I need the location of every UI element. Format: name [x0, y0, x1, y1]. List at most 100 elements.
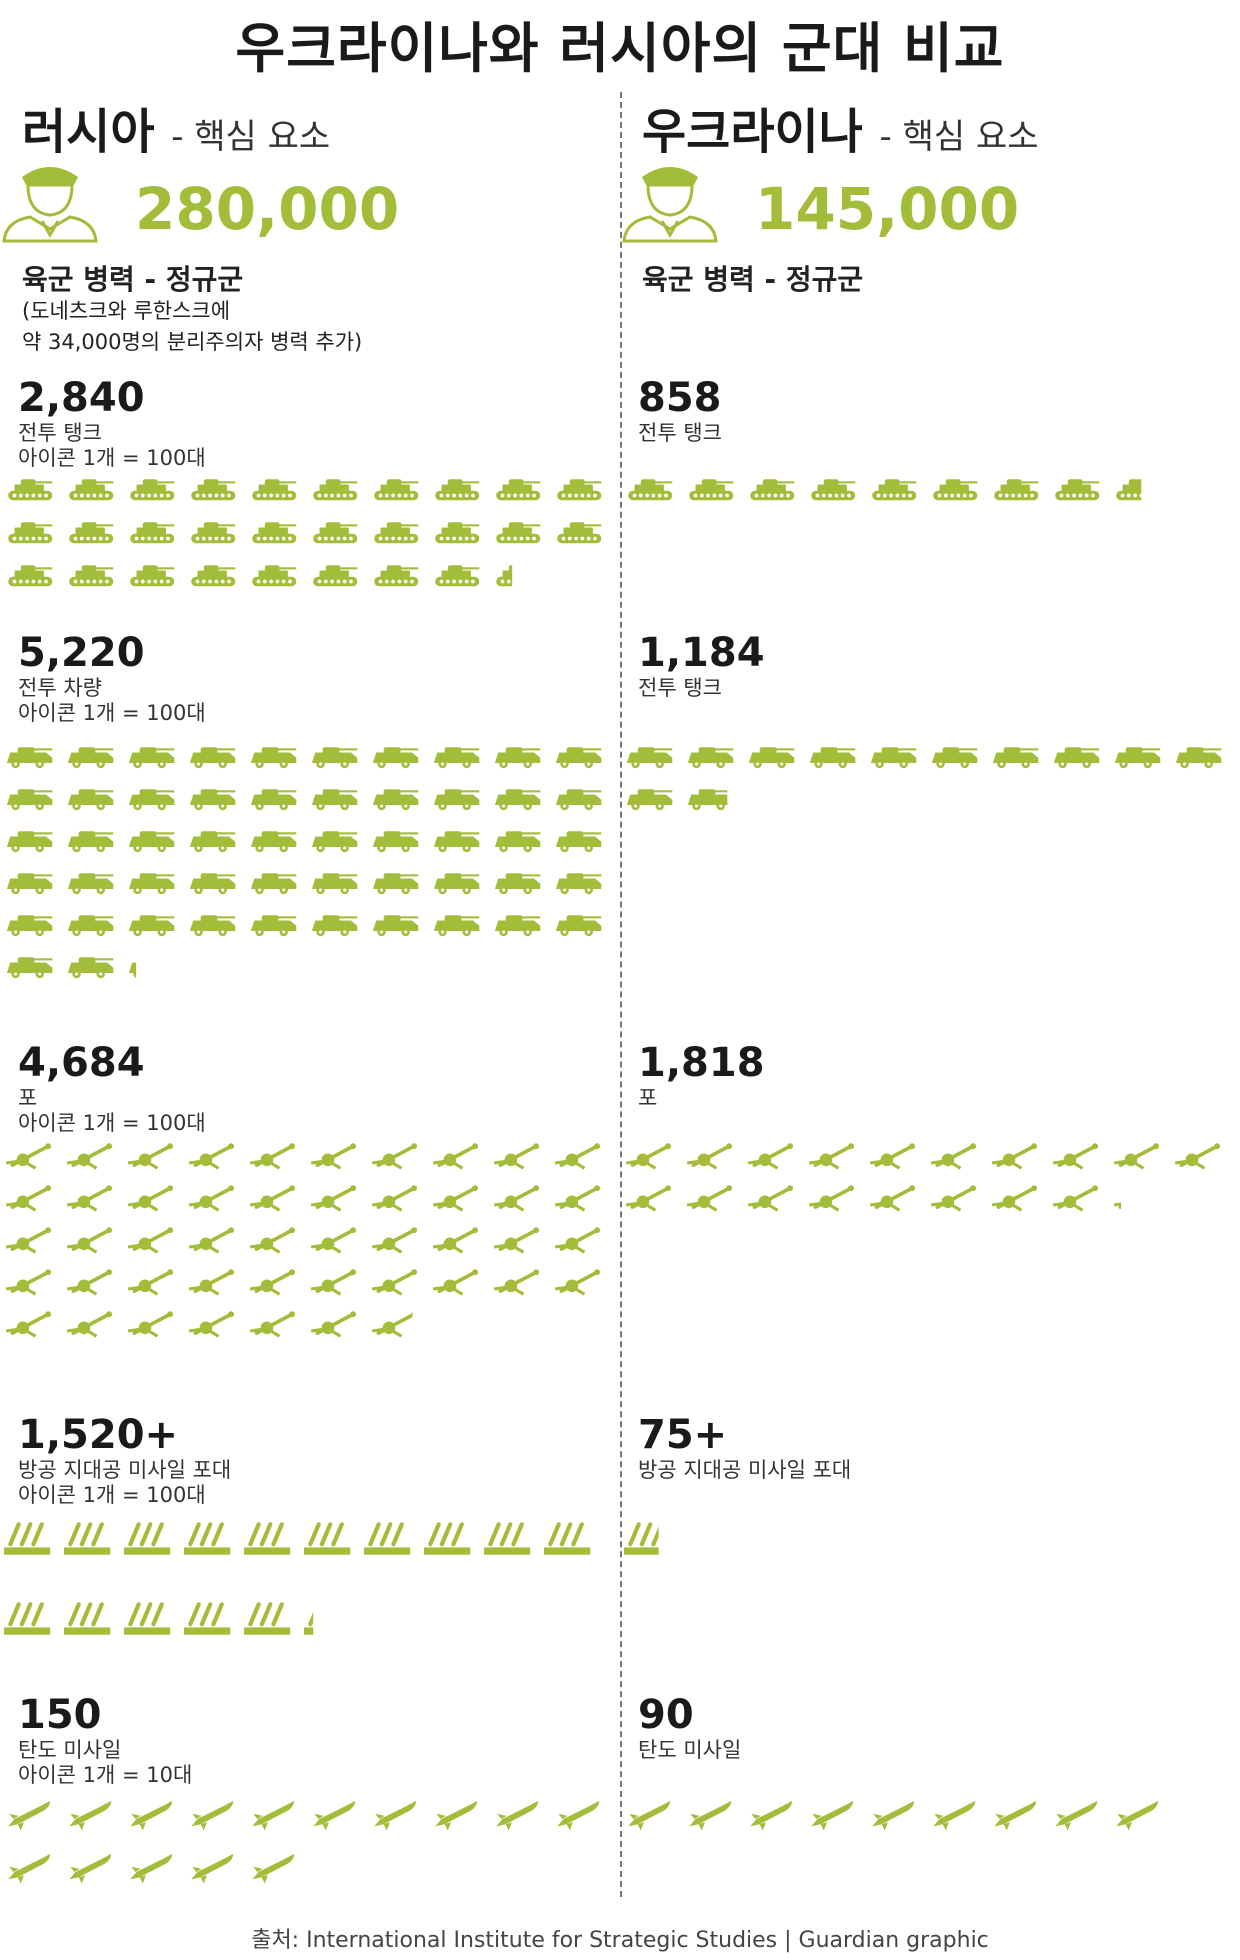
artillery-icon	[249, 1185, 296, 1212]
artillery-icon	[930, 1143, 977, 1170]
armored-vehicle-icon	[495, 831, 541, 853]
artillery-icon	[432, 1269, 479, 1296]
category-label: 탄도 미사일	[638, 1738, 742, 1762]
armored-vehicle-icon	[190, 831, 236, 853]
armored-vehicle-icon	[312, 831, 358, 853]
sam-battery-icon	[4, 1522, 51, 1555]
armored-vehicle-icon	[556, 747, 602, 769]
armored-vehicle-icon	[556, 915, 602, 937]
artillery-icon	[66, 1269, 113, 1296]
soldier-icon	[622, 167, 718, 243]
sam-battery-icon	[244, 1602, 291, 1635]
tank-icon	[313, 565, 358, 587]
armored-vehicle-icon	[434, 915, 480, 937]
russia-troops-label: 육군 병력 - 정규군	[22, 263, 244, 296]
russia-pictogram-3	[5, 1143, 601, 1338]
russia-stat-5: 150 탄도 미사일 아이콘 1개 = 10대	[18, 1692, 192, 1788]
tank-icon	[1116, 479, 1142, 501]
tank-icon	[130, 565, 175, 587]
armored-vehicle-icon	[190, 789, 236, 811]
tank-icon	[628, 479, 673, 501]
ukraine-subtitle: - 핵심 요소	[879, 117, 1039, 157]
artillery-icon	[930, 1185, 977, 1212]
russia-troops-value: 280,000	[135, 175, 400, 243]
ballistic-missile-icon	[191, 1853, 234, 1884]
sam-battery-icon	[364, 1522, 411, 1555]
category-label: 방공 지대공 미사일 포대	[638, 1458, 852, 1482]
artillery-icon	[127, 1311, 174, 1338]
tank-icon	[496, 565, 513, 587]
ballistic-missile-icon	[435, 1800, 478, 1831]
sam-battery-icon	[624, 1522, 659, 1555]
ballistic-missile-icon	[252, 1853, 295, 1884]
armored-vehicle-icon	[251, 747, 297, 769]
ukraine-troops-value: 145,000	[755, 175, 1020, 243]
russia-stat-4: 1,520+ 방공 지대공 미사일 포대 아이콘 1개 = 100대	[18, 1412, 231, 1508]
tank-icon	[933, 479, 978, 501]
ukraine-pictogram-5	[628, 1800, 1159, 1831]
artillery-icon	[127, 1227, 174, 1254]
artillery-icon	[747, 1185, 794, 1212]
tank-icon	[130, 479, 175, 501]
armored-vehicle-icon	[312, 915, 358, 937]
artillery-icon	[5, 1311, 52, 1338]
tank-icon	[252, 565, 297, 587]
armored-vehicle-icon	[190, 915, 236, 937]
ukraine-stat-5: 90 탄도 미사일	[638, 1692, 741, 1763]
sam-battery-icon	[64, 1522, 111, 1555]
armored-vehicle-icon	[749, 747, 795, 769]
ukraine-pictogram-3	[625, 1143, 1221, 1212]
data-label: 150	[18, 1692, 102, 1738]
artillery-icon	[249, 1311, 296, 1338]
russia-heading: 러시아 - 핵심 요소	[22, 92, 330, 162]
armored-vehicle-icon	[556, 789, 602, 811]
artillery-icon	[554, 1269, 601, 1296]
artillery-icon	[310, 1185, 357, 1212]
armored-vehicle-icon	[68, 957, 114, 979]
ballistic-missile-icon	[130, 1800, 173, 1831]
artillery-icon	[310, 1227, 357, 1254]
artillery-icon	[869, 1185, 916, 1212]
artillery-icon	[625, 1143, 672, 1170]
artillery-icon	[747, 1143, 794, 1170]
artillery-icon	[188, 1269, 235, 1296]
artillery-icon	[249, 1227, 296, 1254]
tank-icon	[689, 479, 734, 501]
tank-icon	[69, 522, 114, 544]
armored-vehicle-icon	[627, 747, 673, 769]
armored-vehicle-icon	[251, 789, 297, 811]
armored-vehicle-icon	[312, 789, 358, 811]
tank-icon	[8, 565, 53, 587]
russia-column: 러시아 - 핵심 요소 280,000 육군 병력 - 정규군 (도네츠크와 루…	[0, 0, 610, 1960]
armored-vehicle-icon	[7, 789, 53, 811]
data-label: 5,220	[18, 630, 145, 676]
armored-vehicle-icon	[556, 873, 602, 895]
column-divider	[620, 92, 622, 1897]
data-label: 858	[638, 375, 722, 421]
armored-vehicle-icon	[932, 747, 978, 769]
armored-vehicle-icon	[871, 747, 917, 769]
ballistic-missile-icon	[994, 1800, 1037, 1831]
armored-vehicle-icon	[190, 747, 236, 769]
tank-icon	[8, 522, 53, 544]
armored-vehicle-icon	[251, 915, 297, 937]
ballistic-missile-icon	[69, 1800, 112, 1831]
tank-icon	[191, 479, 236, 501]
armored-vehicle-icon	[68, 873, 114, 895]
armored-vehicle-icon	[373, 873, 419, 895]
tank-icon	[557, 479, 602, 501]
armored-vehicle-icon	[129, 962, 137, 978]
ballistic-missile-icon	[1116, 1800, 1159, 1831]
artillery-icon	[127, 1143, 174, 1170]
armored-vehicle-icon	[68, 915, 114, 937]
russia-note-line-1: (도네츠크와 루한스크에	[22, 299, 231, 323]
ukraine-heading: 우크라이나 - 핵심 요소	[642, 92, 1039, 162]
tank-icon	[557, 522, 602, 544]
armored-vehicle-icon	[68, 831, 114, 853]
tank-icon	[313, 522, 358, 544]
armored-vehicle-icon	[7, 957, 53, 979]
artillery-icon	[808, 1185, 855, 1212]
armored-vehicle-icon	[373, 831, 419, 853]
category-label: 전투 탱크	[638, 421, 722, 445]
ballistic-missile-icon	[313, 1800, 356, 1831]
